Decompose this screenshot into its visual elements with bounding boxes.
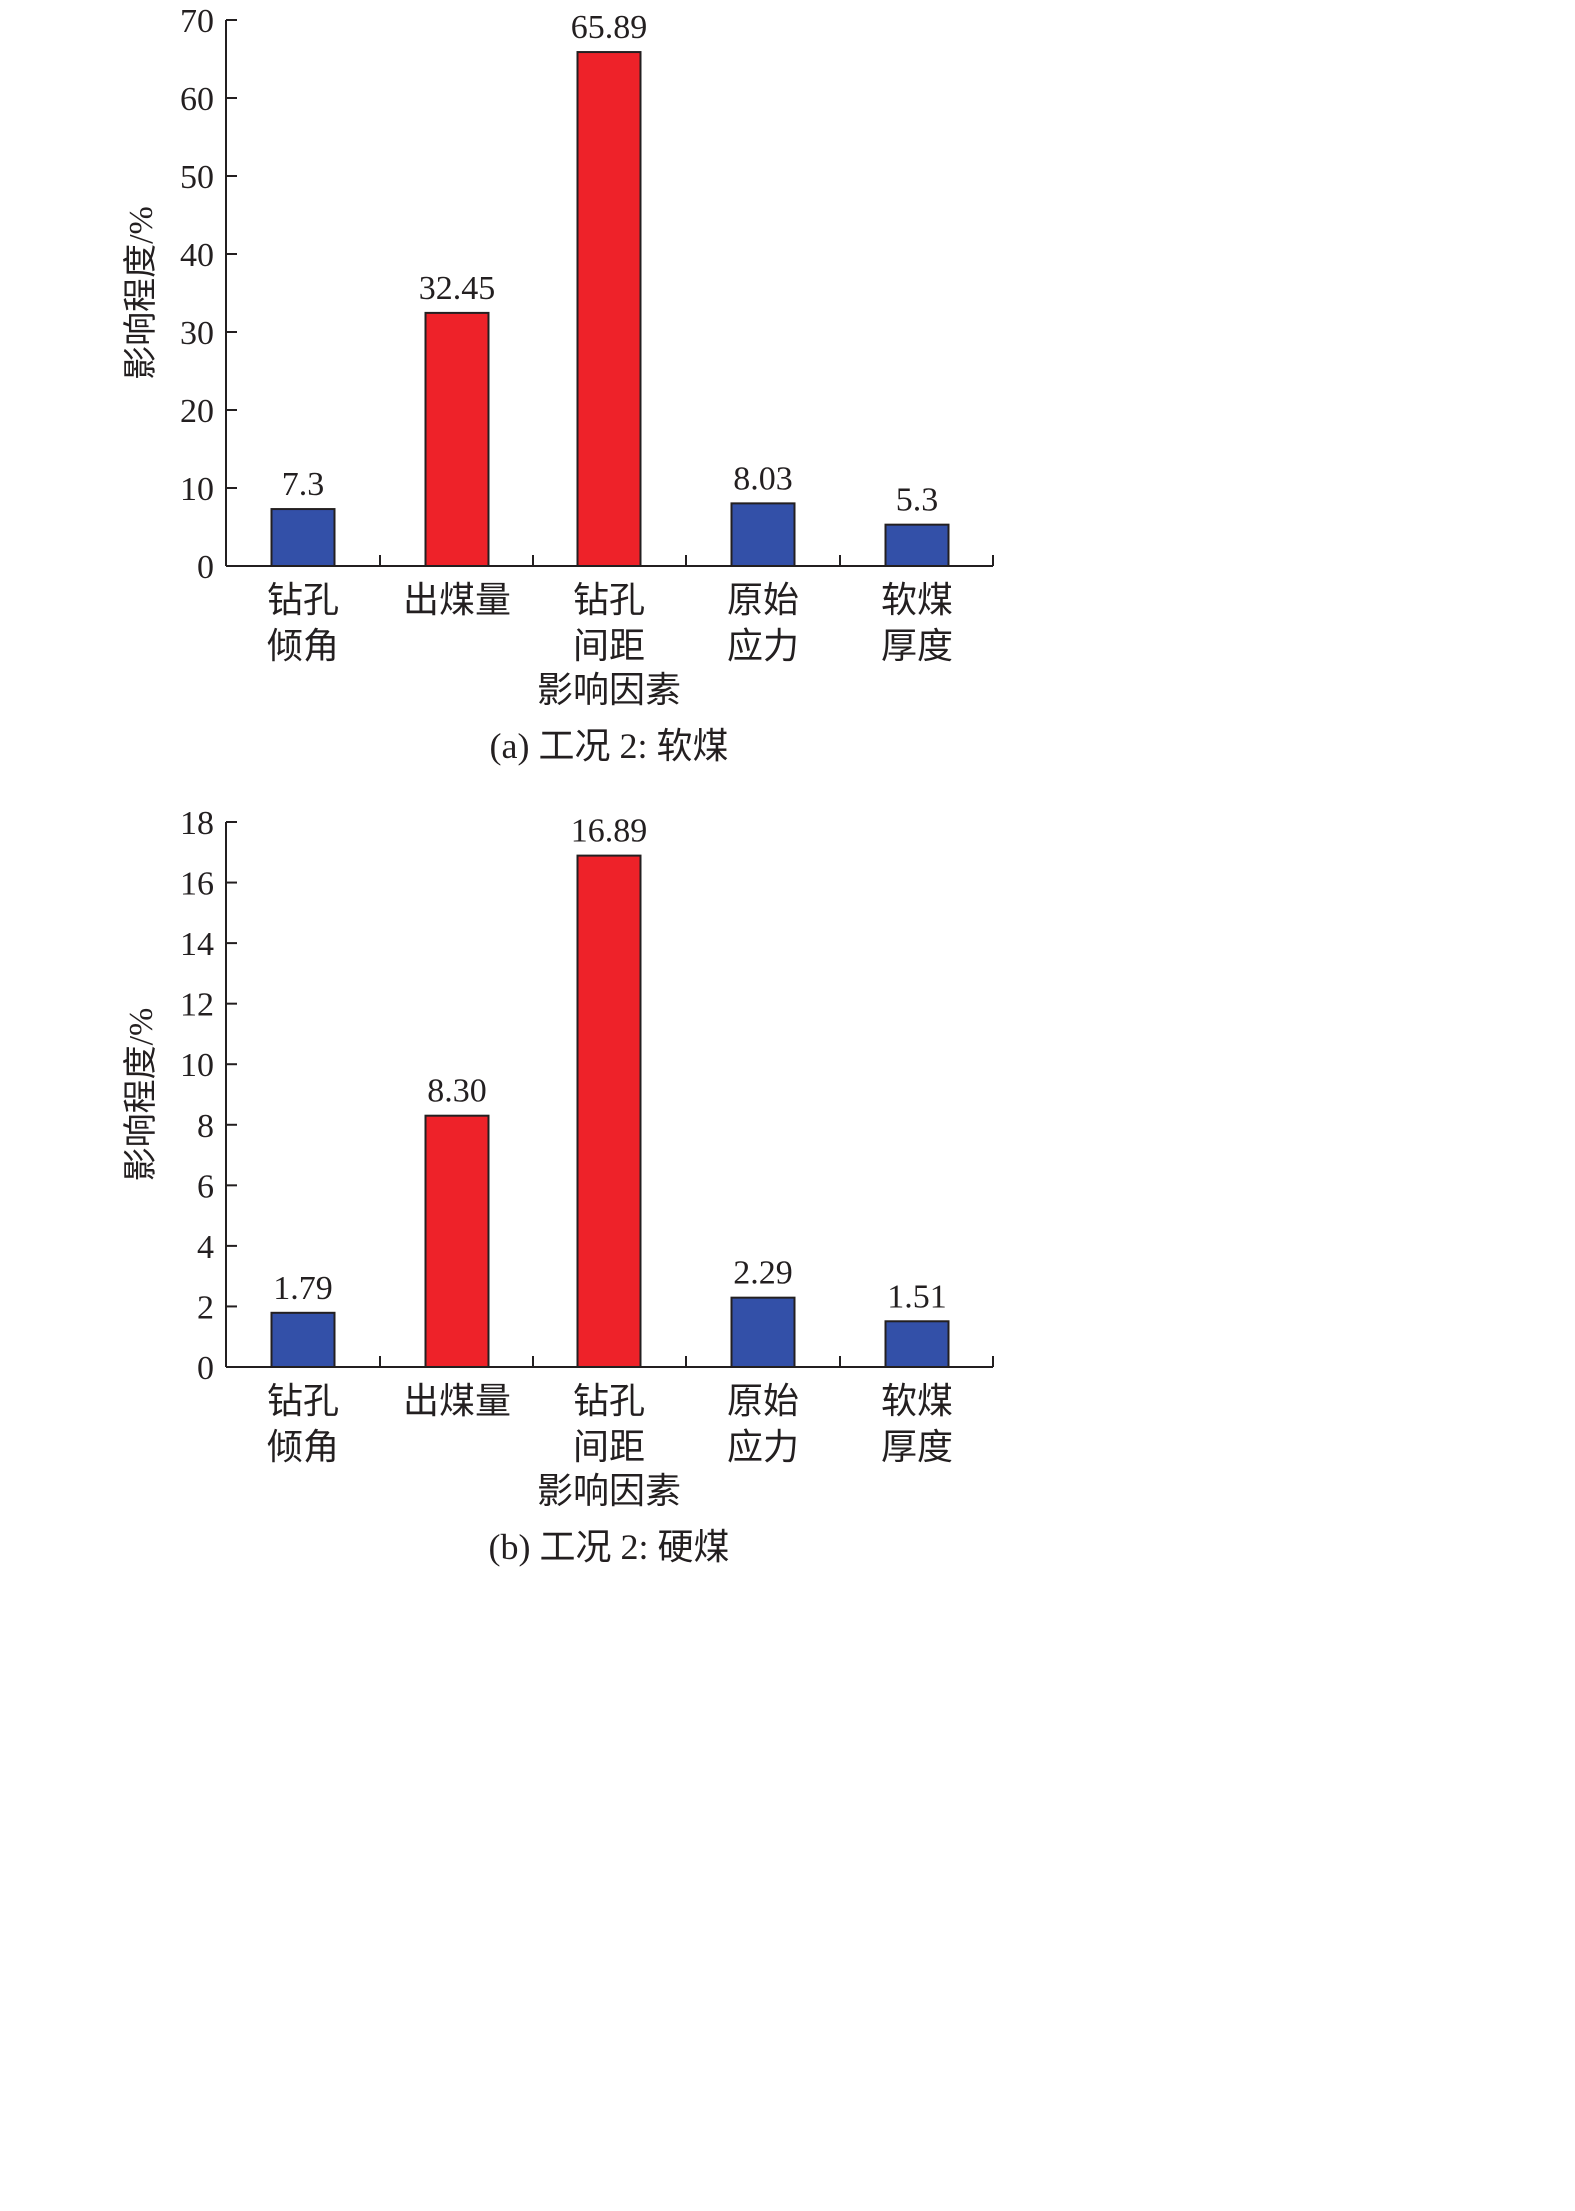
chart-b-ytick-label-6: 12 <box>180 987 214 1024</box>
chart-a-ytick-label-2: 20 <box>180 393 214 430</box>
chart-a-bar-4 <box>884 523 950 567</box>
chart-a-category-label-4-0: 软煤 <box>881 580 953 620</box>
chart-b-value-label-0: 1.79 <box>273 1270 333 1307</box>
chart-b-value-label-2: 16.89 <box>571 813 648 850</box>
chart-b-ytick-label-3: 6 <box>197 1168 214 1205</box>
chart-b-ytick-label-5: 10 <box>180 1047 214 1084</box>
chart-b-category-label-4-1: 厚度 <box>881 1427 953 1467</box>
chart-b-x-title: 影响因素 <box>537 1471 681 1511</box>
chart-b-category-label-2-0: 钻孔 <box>573 1381 645 1421</box>
chart-b-value-label-1: 8.30 <box>427 1073 487 1110</box>
chart-a-category-label-0-1: 倾角 <box>267 626 339 666</box>
chart-b-caption: (b) 工况 2: 硬煤 <box>489 1527 730 1567</box>
chart-b-ytick-label-0: 0 <box>197 1350 214 1387</box>
chart-a-bar-2 <box>576 51 642 568</box>
chart-b-bar-2 <box>576 854 642 1368</box>
chart-b-category-label-4-0: 软煤 <box>881 1381 953 1421</box>
chart-b-y-title: 影响程度/% <box>122 1008 160 1182</box>
chart-b-bar-4 <box>884 1320 950 1368</box>
chart-a-value-label-3: 8.03 <box>733 460 793 497</box>
chart-a-bar-3 <box>730 502 796 567</box>
chart-b-ytick-label-2: 4 <box>197 1229 214 1266</box>
figure: 0102030405060707.332.4565.898.035.3钻孔倾角出… <box>122 3 994 1567</box>
chart-b-value-label-3: 2.29 <box>733 1255 793 1292</box>
chart-a-ytick-label-6: 60 <box>180 81 214 118</box>
chart-a-value-label-4: 5.3 <box>896 482 939 519</box>
chart-a-ytick-label-7: 70 <box>180 3 214 40</box>
chart-a-ytick-label-0: 0 <box>197 549 214 586</box>
chart-a-x-title: 影响因素 <box>537 670 681 710</box>
chart-a-bar-1 <box>424 311 490 568</box>
chart-b-category-label-0-1: 倾角 <box>267 1427 339 1467</box>
chart-b-category-label-3-1: 应力 <box>727 1427 799 1467</box>
chart-b-category-label-2-1: 间距 <box>573 1427 645 1467</box>
chart-a-category-label-2-1: 间距 <box>573 626 645 666</box>
chart-b-bar-0 <box>270 1311 336 1368</box>
chart-a-ytick-label-3: 30 <box>180 315 214 352</box>
chart-a-caption: (a) 工况 2: 软煤 <box>490 726 729 766</box>
chart-b-category-label-0-0: 钻孔 <box>267 1381 339 1421</box>
chart-b-ytick-label-4: 8 <box>197 1108 214 1145</box>
chart-a-value-label-0: 7.3 <box>282 466 325 503</box>
chart-a-bar-0 <box>270 508 336 567</box>
chart-a-ytick-label-5: 50 <box>180 159 214 196</box>
chart-a-category-label-3-1: 应力 <box>727 626 799 666</box>
chart-a-category-label-1-0: 出煤量 <box>403 580 511 620</box>
chart-a-y-title: 影响程度/% <box>122 206 160 380</box>
chart-b-category-label-3-0: 原始 <box>727 1381 799 1421</box>
chart-b-ytick-label-8: 16 <box>180 866 214 903</box>
chart-a-value-label-2: 65.89 <box>571 9 648 46</box>
chart-b-value-label-4: 1.51 <box>887 1278 947 1315</box>
chart-a-category-label-4-1: 厚度 <box>881 626 953 666</box>
chart-a-category-label-0-0: 钻孔 <box>267 580 339 620</box>
chart-b-ytick-label-7: 14 <box>180 926 214 963</box>
chart-b-ytick-label-1: 2 <box>197 1289 214 1326</box>
chart-a-ytick-label-1: 10 <box>180 471 214 508</box>
chart-b-ytick-label-9: 18 <box>180 805 214 842</box>
chart-a-ytick-label-4: 40 <box>180 237 214 274</box>
chart-a-category-label-2-0: 钻孔 <box>573 580 645 620</box>
chart-a-category-label-3-0: 原始 <box>727 580 799 620</box>
chart-a-value-label-1: 32.45 <box>419 270 496 307</box>
chart-b-bar-3 <box>730 1296 796 1369</box>
chart-b-category-label-1-0: 出煤量 <box>403 1381 511 1421</box>
chart-b-bar-1 <box>424 1114 490 1369</box>
